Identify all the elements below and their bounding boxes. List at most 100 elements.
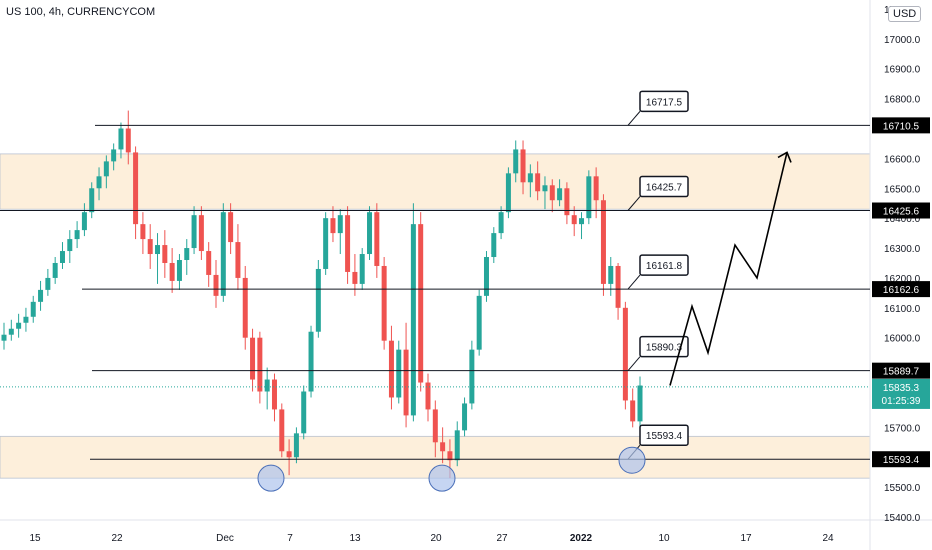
candle-body: [535, 173, 541, 192]
candle-body: [622, 307, 628, 401]
axis-level-tag: [872, 202, 930, 219]
candle-body: [220, 212, 226, 296]
price-callout-label: 16717.5: [646, 97, 683, 108]
candle-body: [557, 188, 563, 201]
currency-badge[interactable]: USD: [888, 6, 922, 22]
candle-body: [184, 248, 190, 260]
price-tick-label: 16100.0: [884, 304, 921, 315]
candle-body: [396, 349, 402, 398]
candle-body: [198, 215, 204, 252]
candle-body: [359, 254, 365, 284]
candle-body: [74, 230, 80, 240]
candle-body: [52, 262, 58, 278]
candle-body: [125, 128, 131, 153]
candle-body: [549, 185, 555, 201]
price-callout-box: [639, 424, 689, 446]
price-tick-label: 16000.0: [884, 334, 921, 345]
time-tick-label: 24: [822, 533, 834, 544]
candle-body: [367, 212, 373, 255]
time-tick-label: 2022: [570, 533, 593, 544]
price-tick-label: 16300.0: [884, 244, 921, 255]
candle-body: [571, 215, 577, 225]
price-tick-label: 15400.0: [884, 513, 921, 524]
price-tick-label: 17000.0: [884, 35, 921, 46]
candle-body: [469, 349, 475, 404]
candle-body: [89, 188, 95, 213]
candle-body: [330, 218, 336, 234]
candle-body: [103, 161, 109, 177]
projection-arrowhead: [777, 151, 792, 163]
candle-body: [564, 188, 570, 216]
candle-body: [637, 385, 643, 422]
candle-body: [454, 430, 460, 461]
time-tick-label: 7: [287, 533, 293, 544]
candle-body: [30, 301, 36, 317]
low-marker-circle: [428, 464, 456, 492]
axis-level-tag: [872, 451, 930, 468]
price-tick-label: 15700.0: [884, 423, 921, 434]
candle-body: [498, 212, 504, 234]
time-tick-label: 13: [349, 533, 361, 544]
symbol-title: US 100, 4h, CURRENCYCOM: [6, 6, 156, 18]
callout-pointer: [627, 196, 641, 211]
candle-body: [374, 212, 380, 266]
candle-body: [111, 149, 117, 162]
price-tick-label: 16400.0: [884, 214, 921, 225]
candle-body: [96, 176, 102, 189]
candle-body: [447, 451, 453, 461]
price-tick-label: 16200.0: [884, 274, 921, 285]
price-callout-label: 15593.4: [646, 431, 683, 442]
axis-level-tag-label: 15889.7: [883, 367, 920, 378]
candle-body: [8, 328, 14, 335]
candle-body: [228, 212, 234, 243]
axis-level-tag: [872, 117, 930, 134]
candle-body: [279, 409, 285, 452]
candle-body: [593, 176, 599, 201]
candle-body: [162, 245, 168, 263]
time-tick-label: 27: [496, 533, 508, 544]
axis-level-tag-label: 16425.6: [883, 207, 920, 218]
axis-level-tag: [872, 281, 930, 298]
candle-body: [301, 391, 307, 434]
time-tick-label: 22: [111, 533, 123, 544]
low-marker-circle: [257, 464, 285, 492]
candle-body: [206, 251, 212, 275]
price-tick-label: 16600.0: [884, 154, 921, 165]
candle-body: [388, 340, 394, 398]
candle-body: [1, 334, 7, 341]
price-callout-box: [639, 335, 689, 358]
candle-body: [45, 277, 51, 290]
projection-path: [669, 152, 788, 386]
candle-body: [242, 277, 248, 338]
candle-body: [579, 218, 585, 225]
price-tick-label: 15500.0: [884, 483, 921, 494]
candle-body: [630, 400, 636, 422]
callout-pointer: [627, 356, 641, 371]
candle-body: [133, 152, 139, 225]
candle-body: [257, 337, 263, 392]
candle-body: [483, 257, 489, 296]
candle-body: [520, 149, 526, 183]
candle-body: [16, 322, 22, 329]
candle-body: [176, 260, 182, 281]
axis-level-tag: [872, 362, 930, 379]
time-tick-label: 10: [658, 533, 670, 544]
candle-body: [235, 242, 241, 278]
candle-body: [250, 337, 256, 380]
candle-body: [323, 218, 329, 269]
candle-body: [140, 224, 146, 240]
price-callout-box: [639, 90, 689, 113]
candle-body: [67, 239, 73, 252]
candle-body: [418, 224, 424, 383]
candle-body: [608, 265, 614, 284]
candle-body: [352, 271, 358, 284]
axis-level-tag-label: 16710.5: [883, 121, 920, 132]
candle-body: [527, 173, 533, 183]
candle-body: [462, 403, 468, 431]
candle-body: [191, 215, 197, 249]
current-price-value: 15835.3: [883, 383, 920, 394]
callout-pointer: [627, 111, 641, 126]
price-callout-label: 16161.8: [646, 261, 683, 272]
current-price-countdown: 01:25:39: [882, 396, 921, 407]
